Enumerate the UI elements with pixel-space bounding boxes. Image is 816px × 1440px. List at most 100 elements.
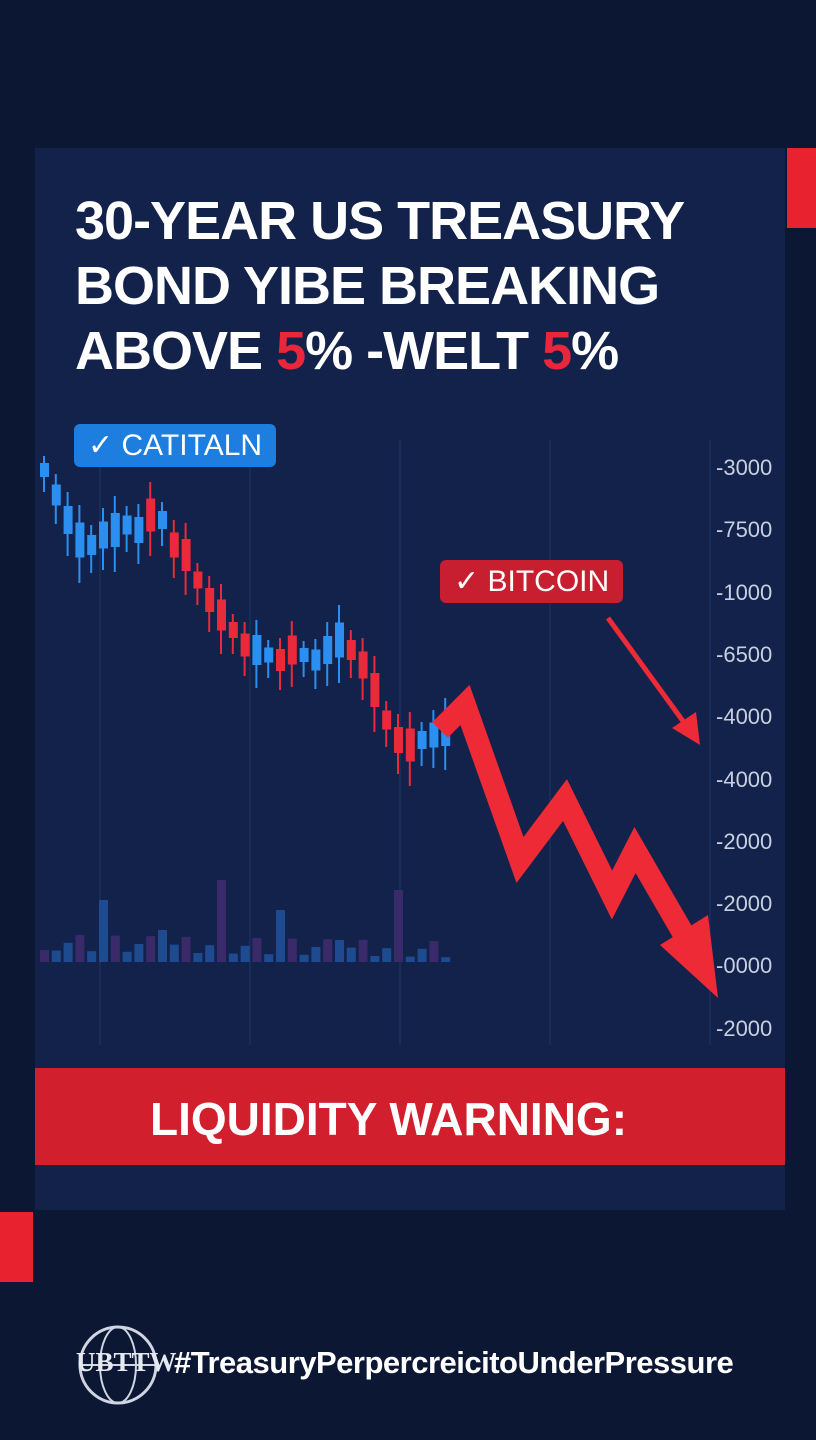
- volume-bar: [122, 951, 132, 962]
- volume-bar: [51, 950, 61, 962]
- candle-body: [134, 517, 144, 543]
- volume-bar: [99, 900, 108, 962]
- tick: -: [716, 517, 724, 543]
- headline-line: 30-YEAR US TREASURY: [75, 191, 685, 251]
- volume-bar: [252, 938, 262, 962]
- candle-body: [394, 727, 403, 753]
- volume-bar: [228, 953, 238, 962]
- axis-text: 2000: [723, 1015, 773, 1041]
- volume-bar: [75, 935, 85, 962]
- axis-text: 1000: [723, 579, 773, 605]
- candle-body: [110, 513, 120, 547]
- candle-body: [158, 511, 167, 529]
- tag: ✓ CATITALN: [74, 424, 277, 467]
- volume-bar: [370, 956, 380, 962]
- axis-label: -4000: [716, 767, 772, 793]
- accent-bar: [787, 148, 816, 228]
- warning-text: LIQUIDITY WARNING:: [150, 1093, 628, 1145]
- volume-bar: [240, 945, 250, 962]
- headline-part: ABOVE: [75, 321, 263, 381]
- accent-bar: [0, 1212, 33, 1282]
- volume-bar: [110, 935, 120, 962]
- candle-body: [51, 484, 61, 506]
- axis-label: -4000: [716, 704, 772, 730]
- candle-body: [228, 622, 238, 638]
- volume-bar: [158, 930, 167, 962]
- axis-text: 6500: [723, 641, 773, 667]
- axis-text: 4000: [723, 766, 773, 792]
- tick: -: [716, 953, 724, 979]
- axis-label: -6500: [716, 642, 772, 668]
- candle-body: [122, 515, 132, 535]
- volume-bar: [87, 951, 97, 962]
- candle-body: [311, 649, 321, 671]
- axis-text: 0000: [723, 953, 773, 979]
- candle-body: [323, 636, 333, 664]
- candle-body: [252, 635, 262, 665]
- volume-bar: [169, 944, 179, 962]
- volume-bar: [311, 947, 321, 962]
- candle-body: [193, 571, 203, 589]
- candle-body: [63, 506, 73, 534]
- candle-body: [40, 463, 49, 477]
- axis-text: 2000: [723, 891, 773, 917]
- volume-bar: [217, 880, 226, 962]
- volume-bar: [181, 936, 191, 962]
- volume-bar: [429, 941, 439, 962]
- tick: -: [716, 579, 724, 605]
- volume-bar: [193, 953, 203, 962]
- tick: -: [716, 1015, 724, 1041]
- candle-body: [217, 599, 226, 631]
- tick: -: [716, 455, 724, 480]
- axis-text: 4000: [723, 704, 773, 730]
- volume-bar: [323, 939, 333, 962]
- volume-bar: [205, 945, 215, 962]
- headline-highlight: 5: [542, 321, 572, 381]
- candle-body: [417, 731, 427, 749]
- candle-body: [240, 633, 250, 657]
- axis-label: -0000: [716, 953, 772, 979]
- volume-bar: [405, 956, 415, 962]
- panel: [35, 148, 785, 1210]
- tag-text: BITCOIN: [487, 565, 610, 598]
- warning-banner: LIQUIDITY WARNING:: [35, 1068, 785, 1165]
- axis-label: -2000: [716, 829, 772, 855]
- candle-body: [169, 532, 179, 558]
- headline-line: ABOVE 5% -WELT 5%: [75, 320, 619, 382]
- candle-body: [205, 588, 215, 612]
- candle-body: [99, 521, 108, 549]
- hashtag: #TreasuryPerpercreicitoUnderPressure: [174, 1345, 734, 1380]
- volume-bar: [276, 910, 285, 962]
- candle-body: [429, 722, 439, 748]
- volume-bar: [382, 948, 392, 962]
- candle-body: [346, 640, 356, 660]
- axis-text: 7500: [723, 517, 773, 543]
- tag-text: CATITALN: [121, 429, 263, 462]
- tag: ✓ BITCOIN: [440, 560, 624, 603]
- candle-body: [264, 647, 274, 663]
- candle-body: [75, 522, 85, 558]
- candle-body: [358, 651, 368, 679]
- volume-bar: [264, 954, 274, 962]
- headline-line: BOND YIBE BREAKING: [75, 256, 660, 316]
- volume-bar: [394, 890, 403, 962]
- tick: -: [716, 641, 724, 667]
- volume-bar: [358, 939, 368, 962]
- candle-body: [276, 649, 285, 671]
- candle-body: [382, 710, 392, 730]
- volume-bar: [417, 948, 427, 962]
- headline-highlight: 5: [276, 321, 306, 381]
- volume-bar: [346, 947, 356, 962]
- volume-bar: [146, 936, 156, 962]
- tick: -: [716, 891, 724, 917]
- candle-body: [335, 622, 344, 658]
- axis-text: 3000: [723, 455, 773, 480]
- candle-body: [146, 498, 156, 532]
- volume-bar: [299, 954, 309, 962]
- candle-body: [370, 673, 380, 707]
- axis-label: -2000: [716, 1016, 772, 1042]
- tick: -: [716, 828, 724, 854]
- tick: -: [716, 766, 724, 792]
